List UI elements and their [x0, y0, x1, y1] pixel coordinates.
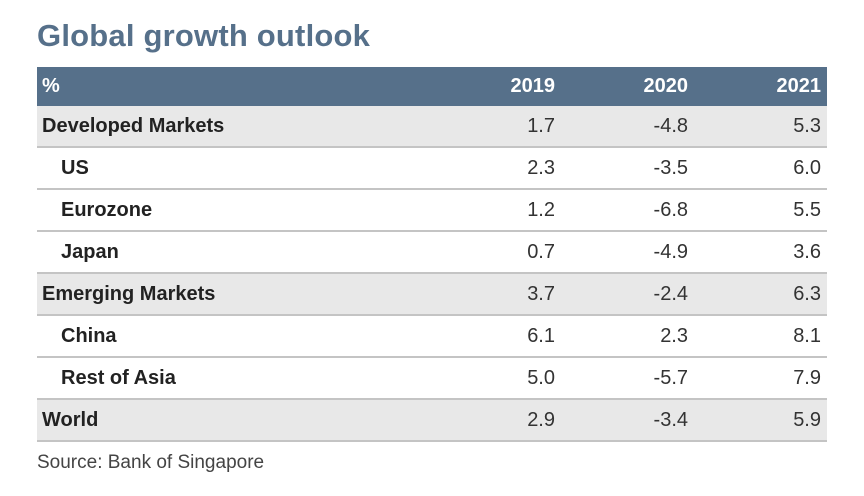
- row-label: World: [42, 408, 99, 431]
- value-cell-2021: 3.6: [793, 240, 821, 263]
- column-header-2020: 2020: [643, 75, 689, 97]
- value-cell-2020: -3.4: [653, 408, 688, 431]
- value-cell-2020: -2.4: [653, 282, 688, 305]
- table-row-rest-of-asia: Rest of Asia 5.0 -5.7 7.9: [37, 358, 827, 400]
- value-cell-2021: 8.1: [793, 324, 821, 347]
- value-cell-2021: 6.0: [793, 156, 821, 179]
- value-cell-2020: -3.5: [653, 156, 688, 179]
- value-cell-2019: 1.7: [527, 114, 555, 137]
- value-cell-2020: -6.8: [653, 198, 688, 221]
- row-label: Rest of Asia: [61, 366, 176, 389]
- row-label: Japan: [61, 240, 119, 263]
- value-cell-2020: -4.8: [653, 114, 688, 137]
- source-note: Source: Bank of Singapore: [37, 452, 265, 473]
- table-row-us: US 2.3 -3.5 6.0: [37, 148, 827, 190]
- value-cell-2019: 2.9: [527, 408, 555, 431]
- column-header-2021: 2021: [776, 75, 822, 97]
- table-header-row: % 2019 2020 2021: [37, 67, 827, 106]
- value-cell-2019: 0.7: [527, 240, 555, 263]
- row-label: Eurozone: [61, 198, 153, 221]
- value-cell-2021: 5.3: [793, 114, 821, 137]
- table-row-eurozone: Eurozone 1.2 -6.8 5.5: [37, 190, 827, 232]
- value-cell-2021: 7.9: [793, 366, 821, 389]
- value-cell-2019: 5.0: [527, 366, 555, 389]
- value-cell-2021: 5.9: [793, 408, 821, 431]
- row-label: US: [61, 156, 89, 179]
- value-cell-2020: -5.7: [653, 366, 688, 389]
- table-row-developed-markets: Developed Markets 1.7 -4.8 5.3: [37, 106, 827, 148]
- unit-header: %: [42, 75, 60, 97]
- value-cell-2019: 3.7: [527, 282, 555, 305]
- table-row-china: China 6.1 2.3 8.1: [37, 316, 827, 358]
- page-title: Global growth outlook: [37, 18, 371, 53]
- value-cell-2019: 6.1: [527, 324, 555, 347]
- table-row-emerging-markets: Emerging Markets 3.7 -2.4 6.3: [37, 274, 827, 316]
- row-label: China: [61, 324, 117, 347]
- value-cell-2021: 6.3: [793, 282, 821, 305]
- value-cell-2019: 2.3: [527, 156, 555, 179]
- table-row-japan: Japan 0.7 -4.9 3.6: [37, 232, 827, 274]
- value-cell-2019: 1.2: [527, 198, 555, 221]
- row-label: Developed Markets: [42, 114, 225, 137]
- value-cell-2020: 2.3: [660, 324, 688, 347]
- table-body: Developed Markets 1.7 -4.8 5.3 US 2.3 -3.5 6.0 E…: [37, 106, 827, 442]
- value-cell-2021: 5.5: [793, 198, 821, 221]
- value-cell-2020: -4.9: [653, 240, 688, 263]
- column-header-2019: 2019: [510, 75, 556, 97]
- row-label: Emerging Markets: [42, 282, 216, 305]
- growth-table: % 2019 2020 2021 Developed Markets 1.7 -4.…: [37, 67, 827, 442]
- table-row-world: World 2.9 -3.4 5.9: [37, 400, 827, 442]
